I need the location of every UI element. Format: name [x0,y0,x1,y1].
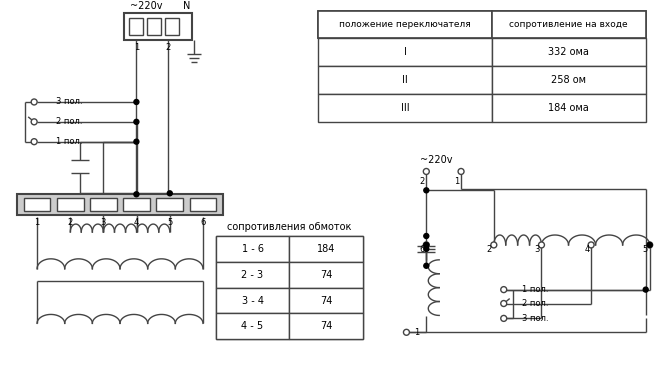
Text: ~220v: ~220v [130,1,162,11]
Circle shape [31,139,37,145]
Text: 332 ома: 332 ома [548,47,589,57]
Text: 74: 74 [320,321,332,331]
Bar [492,39,645,66]
Circle shape [501,301,507,306]
Circle shape [491,242,497,248]
Circle shape [134,99,139,104]
Bar [289,236,363,262]
Bar [289,262,363,288]
Circle shape [31,99,37,105]
Bar [289,313,363,339]
Circle shape [134,119,139,124]
Text: сопротивление на входе: сопротивление на входе [510,20,628,29]
Bar [189,198,216,211]
Bar [318,94,492,122]
Circle shape [458,169,464,174]
Circle shape [647,242,652,248]
Text: 5: 5 [643,245,648,254]
Circle shape [644,287,648,292]
Text: 2 пол.: 2 пол. [56,117,82,126]
Bar [492,10,645,39]
Circle shape [501,315,507,321]
Circle shape [134,139,139,144]
Bar [216,288,289,313]
Text: 184: 184 [317,244,335,254]
Circle shape [424,233,429,239]
Text: сопротивления обмоток: сопротивления обмоток [227,222,352,232]
Text: 2: 2 [420,177,425,186]
Circle shape [424,242,429,248]
Bar [318,10,492,39]
Text: 1: 1 [34,218,40,227]
Text: 1 - 6: 1 - 6 [242,244,263,254]
Bar [216,236,289,262]
Bar [24,198,50,211]
Bar [318,10,645,39]
Circle shape [424,188,429,193]
Bar [129,18,143,36]
Text: 1: 1 [414,328,420,337]
Circle shape [424,263,429,268]
Bar [216,236,363,339]
Text: 6: 6 [200,218,206,227]
Text: 184 ома: 184 ома [548,103,589,113]
Text: II: II [402,75,408,85]
Text: 2 пол.: 2 пол. [521,299,548,308]
Bar [17,194,223,215]
Text: 3 пол.: 3 пол. [56,98,82,107]
Text: 2: 2 [487,245,492,254]
Circle shape [403,329,409,335]
Text: 3 пол.: 3 пол. [521,314,548,323]
Text: 258 ом: 258 ом [551,75,586,85]
Text: 2: 2 [166,43,171,52]
Bar [125,13,192,40]
Circle shape [647,242,653,248]
Text: 3: 3 [101,218,106,227]
Bar [156,198,183,211]
Text: 1 пол.: 1 пол. [56,137,82,146]
Text: N: N [183,1,191,11]
Bar [147,18,161,36]
Text: 1: 1 [455,177,460,186]
Text: 5: 5 [167,218,172,227]
Text: III: III [401,103,409,113]
Text: 4 - 5: 4 - 5 [242,321,263,331]
Text: 3: 3 [535,245,540,254]
Circle shape [588,242,594,248]
Text: 6: 6 [419,245,425,254]
Circle shape [134,192,139,197]
Circle shape [423,242,429,248]
Circle shape [168,191,172,196]
Circle shape [501,286,507,292]
Text: 74: 74 [320,295,332,306]
Bar [216,313,289,339]
Bar [492,66,645,94]
Text: 4: 4 [134,218,139,227]
Text: 2: 2 [67,218,73,227]
Circle shape [539,242,544,248]
Text: ~220v: ~220v [420,154,453,165]
Text: 74: 74 [320,270,332,280]
Circle shape [423,169,429,174]
Bar [216,262,289,288]
Text: 1 пол.: 1 пол. [521,285,548,294]
Circle shape [424,246,429,251]
Bar [492,94,645,122]
Text: 1: 1 [134,43,139,52]
Bar [318,66,492,94]
Bar [289,288,363,313]
Bar [165,18,179,36]
Bar [90,198,117,211]
Bar [123,198,150,211]
Text: I: I [403,47,407,57]
Text: 2 - 3: 2 - 3 [242,270,263,280]
Bar [318,39,492,66]
Circle shape [31,119,37,125]
Text: 3 - 4: 3 - 4 [242,295,263,306]
Bar [57,198,84,211]
Text: 4: 4 [584,245,589,254]
Text: положение переключателя: положение переключателя [339,20,471,29]
